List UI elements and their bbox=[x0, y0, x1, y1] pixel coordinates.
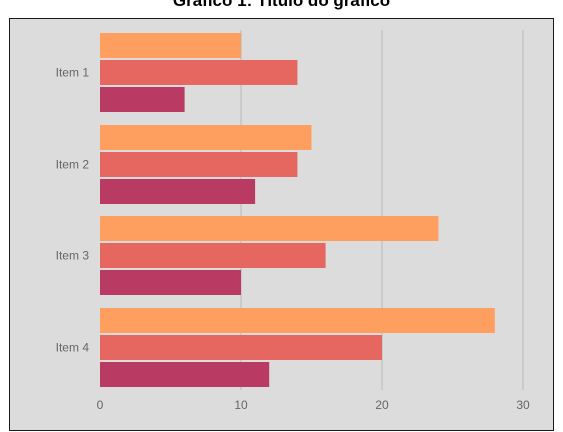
category-label: Item 3 bbox=[56, 249, 90, 263]
x-tick-label: 20 bbox=[375, 398, 389, 412]
bar-2-series-1 bbox=[100, 125, 312, 150]
bar-4-series-3 bbox=[100, 362, 270, 387]
bar-3-series-3 bbox=[100, 270, 241, 295]
bar-1-series-3 bbox=[100, 87, 185, 112]
bar-1-series-1 bbox=[100, 33, 241, 58]
bar-2-series-2 bbox=[100, 152, 298, 177]
x-tick-label: 0 bbox=[97, 398, 104, 412]
x-tick-label: 30 bbox=[516, 398, 530, 412]
bar-4-series-1 bbox=[100, 308, 495, 333]
bar-3-series-2 bbox=[100, 243, 326, 268]
chart-title: Gráfico 1: Título do gráfico bbox=[172, 0, 391, 10]
category-label: Item 4 bbox=[56, 341, 90, 355]
bar-4-series-2 bbox=[100, 335, 382, 360]
bar-2-series-3 bbox=[100, 179, 256, 204]
x-tick-label: 10 bbox=[234, 398, 248, 412]
category-label: Item 2 bbox=[56, 158, 90, 172]
bar-3-series-1 bbox=[100, 216, 439, 241]
category-label: Item 1 bbox=[56, 66, 90, 80]
bar-1-series-2 bbox=[100, 60, 298, 85]
